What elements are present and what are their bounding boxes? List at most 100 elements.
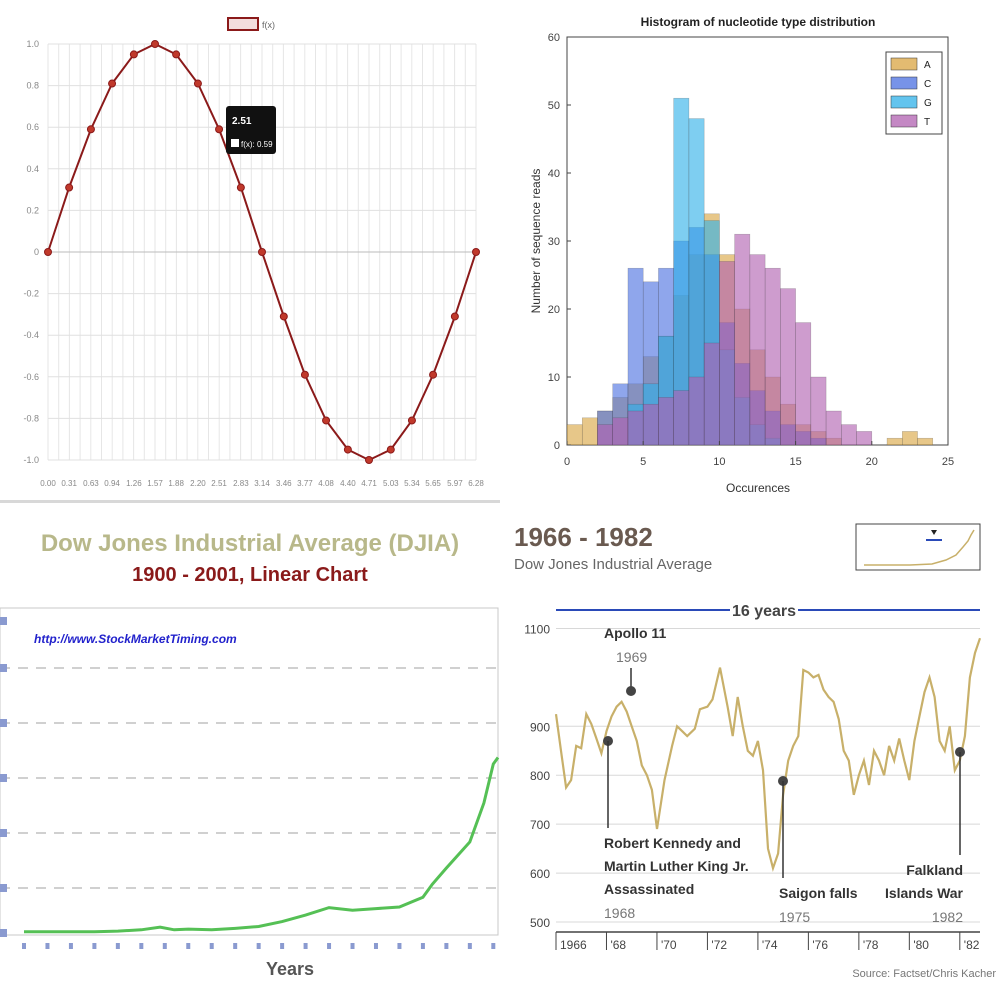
djia-century-chart: Dow Jones Industrial Average (DJIA) 1900…	[0, 530, 500, 979]
histogram-bar-T	[627, 410, 644, 446]
y-tick-label: 0.8	[26, 81, 39, 91]
histogram-bar-T	[673, 390, 690, 446]
x-tick-label: 0.00	[40, 479, 56, 488]
x-tick-mark	[350, 943, 355, 949]
data-point[interactable]	[172, 50, 181, 59]
histogram-bar-T	[658, 397, 674, 446]
x-tick-mark	[233, 943, 238, 949]
legend-swatch	[890, 95, 918, 109]
data-point[interactable]	[44, 248, 52, 256]
annotation-year: 1969	[616, 649, 647, 665]
x-tick-mark	[373, 943, 378, 949]
data-point[interactable]	[300, 370, 309, 379]
y-tick-label: 0	[34, 247, 39, 257]
y-tick-label: 900	[530, 720, 550, 734]
chart-title: Dow Jones Industrial Average (DJIA)	[41, 530, 459, 557]
histogram-bar-T	[856, 431, 873, 446]
histogram-chart: Histogram of nucleotide type distributio…	[529, 15, 954, 495]
y-tick-label: -0.6	[23, 372, 39, 382]
mini-chart-frame	[855, 523, 981, 571]
data-point[interactable]	[472, 248, 480, 256]
x-tick-mark	[92, 943, 97, 949]
x-tick-label: 6.28	[468, 479, 484, 488]
plot-area	[0, 607, 499, 936]
data-point[interactable]	[151, 40, 159, 48]
x-tick-label: '72	[711, 938, 727, 952]
djia-century-panel: Dow Jones Industrial Average (DJIA) 1900…	[0, 500, 500, 1000]
data-point[interactable]	[343, 445, 352, 454]
y-tick-label: 20	[548, 304, 560, 316]
x-tick-label: 5.97	[447, 479, 463, 488]
x-tick-label: '78	[863, 938, 879, 952]
data-point[interactable]	[365, 456, 373, 464]
data-point[interactable]	[407, 416, 416, 425]
data-points[interactable]	[44, 40, 480, 464]
chart-title: Histogram of nucleotide type distributio…	[641, 15, 876, 29]
tooltip-swatch	[231, 139, 239, 147]
data-point[interactable]	[86, 125, 95, 134]
histogram-bar-A	[581, 417, 598, 446]
histogram-bars	[566, 97, 934, 446]
annotation-apollo-11: Apollo 11 1969	[604, 625, 666, 696]
histogram-bar-T	[597, 424, 613, 446]
x-tick-mark	[186, 943, 191, 949]
x-tick-mark	[327, 943, 332, 949]
data-point[interactable]	[279, 312, 288, 321]
y-axis-label: Number of sequence reads	[529, 169, 543, 314]
histogram-bar-T	[642, 403, 659, 446]
data-point[interactable]	[429, 370, 438, 379]
x-tick-label: 0.94	[104, 479, 120, 488]
legend-label: A	[924, 60, 931, 71]
x-tick-label: 20	[866, 456, 878, 468]
sine-chart: f(x) 1.0 0.8 0.6 0.4 0.2 0 -0.2 -0.4 -0.6 -0.8 -1.…	[23, 17, 484, 488]
x-tick-labels: 0.00 0.31 0.63 0.94 1.26 1.57 1.88 2.20 2.51 2.83…	[40, 479, 484, 488]
histogram-bar-T	[841, 424, 857, 446]
legend-swatch	[890, 114, 918, 128]
data-point[interactable]	[108, 79, 117, 88]
annotation-falkland-islands-war: Falkland Islands War 1982	[885, 747, 965, 925]
y-tick-labels: 1100 900 800 700 600 500	[524, 622, 550, 930]
mini-overview-chart	[855, 523, 981, 571]
x-tick-label: 5.34	[404, 479, 420, 488]
x-tick-label: '76	[812, 938, 828, 952]
data-point[interactable]	[193, 79, 202, 88]
annotation-label-line-2: Islands War	[885, 885, 964, 901]
annotation-assassinations: Robert Kennedy and Martin Luther King Jr…	[603, 736, 749, 921]
data-point[interactable]	[236, 183, 245, 192]
x-tick-mark	[162, 943, 167, 949]
y-tick-label: -0.4	[23, 330, 39, 340]
x-tick-mark	[397, 943, 402, 949]
data-point[interactable]	[258, 248, 266, 256]
histogram-bar-T	[810, 376, 827, 446]
histogram-bar-A	[566, 424, 583, 446]
annotation-label: Apollo 11	[604, 625, 666, 641]
histogram-bar-T	[703, 342, 720, 446]
data-point[interactable]	[386, 445, 395, 454]
y-tick-label: 500	[530, 916, 550, 930]
x-tick-label: 1966	[560, 938, 587, 952]
y-tick-mark	[0, 774, 7, 782]
data-point[interactable]	[65, 183, 74, 192]
data-point[interactable]	[450, 312, 459, 321]
data-point[interactable]	[215, 125, 224, 134]
x-tick-label: 10	[713, 456, 725, 468]
histogram-bar-T	[688, 376, 705, 446]
y-tick-labels: 1.0 0.8 0.6 0.4 0.2 0 -0.2 -0.4 -0.6 -0.8 -1.0	[23, 39, 39, 465]
data-point[interactable]	[129, 50, 138, 59]
x-tick-mark	[467, 943, 472, 949]
legend[interactable]: f(x)	[227, 17, 275, 31]
histogram-bar-T	[780, 288, 796, 446]
y-tick-mark	[0, 829, 7, 837]
x-tick-label: 0.31	[61, 479, 77, 488]
histogram-bar-T	[825, 410, 842, 446]
span-label: 16 years	[732, 603, 796, 620]
data-point[interactable]	[322, 416, 331, 425]
x-tick-label: 4.71	[361, 479, 377, 488]
x-tick-label: 4.40	[340, 479, 356, 488]
source-url[interactable]: http://www.StockMarketTiming.com	[34, 632, 237, 646]
x-tick-mark	[280, 943, 285, 949]
sine-chart-panel: f(x) 1.0 0.8 0.6 0.4 0.2 0 -0.2 -0.4 -0.6 -0.8 -1.…	[0, 0, 500, 500]
histogram-bar-T	[764, 267, 781, 446]
x-tick-labels: 0 5 10 15 20 25	[564, 441, 954, 468]
